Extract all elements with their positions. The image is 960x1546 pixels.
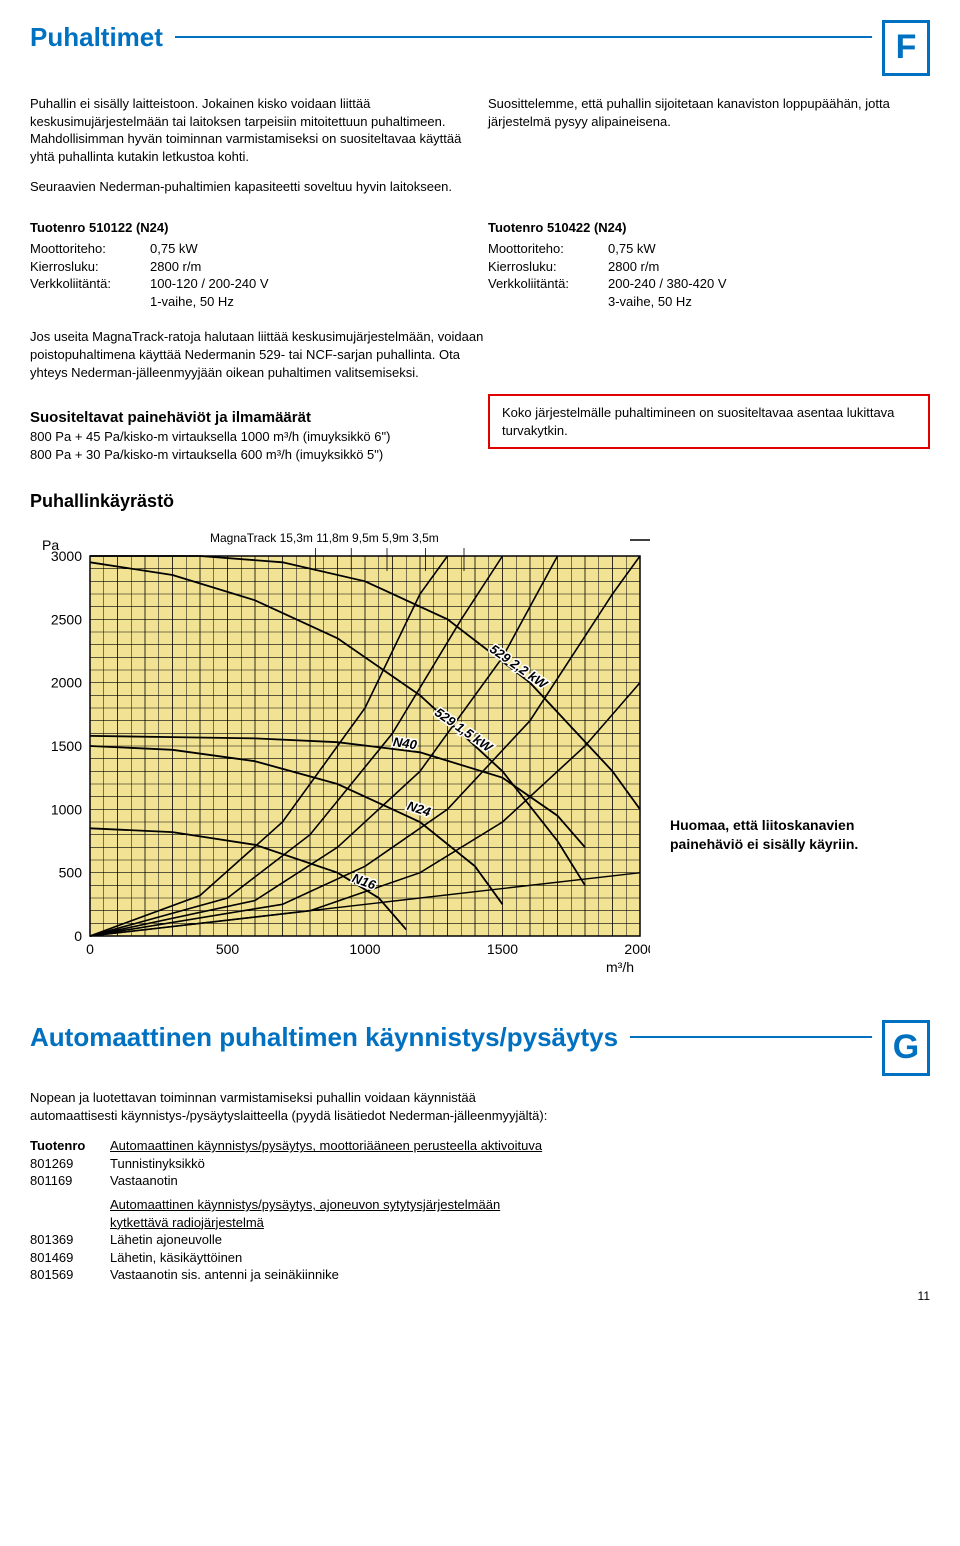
p1-k3: Verkkoliitäntä:	[30, 275, 150, 293]
pn-3-text: Lähetin ajoneuvolle	[110, 1231, 222, 1249]
letter-g: G	[882, 1020, 930, 1076]
warning-box: Koko järjestelmälle puhaltimineen on suo…	[488, 394, 930, 449]
pn-5-text: Vastaanotin sis. antenni ja seinäkiinnik…	[110, 1266, 339, 1284]
svg-text:MagnaTrack 15,3m 11,8m 9,5m 5,: MagnaTrack 15,3m 11,8m 9,5m 5,9m 3,5m	[210, 531, 439, 545]
p2-k1: Moottoriteho:	[488, 240, 608, 258]
p1-k1: Moottoriteho:	[30, 240, 150, 258]
svg-text:1500: 1500	[487, 941, 518, 957]
svg-text:500: 500	[216, 941, 240, 957]
p1-v1: 0,75 kW	[150, 240, 198, 258]
intro-para-1: Puhallin ei sisälly laitteistoon. Jokain…	[30, 95, 472, 165]
product-1-title: Tuotenro 510122 (N24)	[30, 219, 472, 237]
fan-chart: 0500100015002000050010001500200025003000…	[30, 516, 650, 986]
svg-text:m³/h: m³/h	[606, 959, 634, 975]
pn-1-text: Tunnistinyksikkö	[110, 1155, 205, 1173]
pressure-row: Suositeltavat painehäviöt ja ilmamäärät …	[30, 394, 930, 463]
pn-3: 801369	[30, 1231, 110, 1249]
p2-v1: 0,75 kW	[608, 240, 656, 258]
p2-k3: Verkkoliitäntä:	[488, 275, 608, 293]
svg-text:0: 0	[74, 928, 82, 944]
svg-text:2000: 2000	[624, 941, 650, 957]
section-g: Automaattinen puhaltimen käynnistys/pysä…	[30, 1020, 930, 1283]
pn-5: 801569	[30, 1266, 110, 1284]
p2-v3a: 200-240 / 380-420 V	[608, 275, 727, 293]
svg-text:2000: 2000	[51, 674, 82, 690]
p1-v3a: 100-120 / 200-240 V	[150, 275, 269, 293]
p1-k2: Kierrosluku:	[30, 258, 150, 276]
svg-text:1500: 1500	[51, 738, 82, 754]
group-header-1: Automaattinen käynnistys/pysäytys, moott…	[110, 1137, 542, 1155]
pn-2-text: Vastaanotin	[110, 1172, 178, 1190]
letter-f: F	[882, 20, 930, 76]
rule-line	[175, 36, 872, 38]
product-specs: Tuotenro 510122 (N24) Moottoriteho:0,75 …	[30, 209, 930, 311]
p1-v3b: 1-vaihe, 50 Hz	[150, 293, 234, 311]
page-number: 11	[30, 1288, 930, 1304]
col-pn-header: Tuotenro	[30, 1137, 110, 1155]
section-f-header: Puhaltimet F	[30, 20, 930, 76]
rule-line-g	[630, 1036, 872, 1038]
p1-v2: 2800 r/m	[150, 258, 201, 276]
middle-para: Jos useita MagnaTrack-ratoja halutaan li…	[30, 328, 490, 381]
intro-para-3: Suosittelemme, että puhallin sijoitetaan…	[488, 95, 930, 130]
svg-text:1000: 1000	[51, 801, 82, 817]
section-g-intro: Nopean ja luotettavan toiminnan varmista…	[30, 1089, 550, 1124]
product-2: Tuotenro 510422 (N24) Moottoriteho:0,75 …	[488, 219, 930, 311]
product-2-title: Tuotenro 510422 (N24)	[488, 219, 930, 237]
section-g-header: Automaattinen puhaltimen käynnistys/pysä…	[30, 1020, 930, 1076]
p2-v2: 2800 r/m	[608, 258, 659, 276]
chart-svg-wrap: 0500100015002000050010001500200025003000…	[30, 516, 650, 991]
svg-text:Pa: Pa	[42, 537, 59, 553]
pressure-subhead: Suositeltavat painehäviöt ja ilmamäärät	[30, 408, 472, 428]
svg-text:500: 500	[59, 864, 83, 880]
section-g-title: Automaattinen puhaltimen käynnistys/pysä…	[30, 1020, 630, 1055]
product-1: Tuotenro 510122 (N24) Moottoriteho:0,75 …	[30, 219, 472, 311]
svg-text:1000: 1000	[349, 941, 380, 957]
pn-4-text: Lähetin, käsikäyttöinen	[110, 1249, 242, 1267]
pn-2: 801169	[30, 1172, 110, 1190]
intro-columns: Puhallin ei sisälly laitteistoon. Jokain…	[30, 82, 930, 209]
part-number-table: Tuotenro Automaattinen käynnistys/pysäyt…	[30, 1137, 930, 1283]
intro-para-2: Seuraavien Nederman-puhaltimien kapasite…	[30, 178, 472, 196]
pressure-line-1: 800 Pa + 45 Pa/kisko-m virtauksella 1000…	[30, 428, 472, 446]
p2-v3b: 3-vaihe, 50 Hz	[608, 293, 692, 311]
svg-text:0: 0	[86, 941, 94, 957]
svg-text:2500: 2500	[51, 611, 82, 627]
group-header-2a: Automaattinen käynnistys/pysäytys, ajone…	[110, 1196, 500, 1214]
pn-4: 801469	[30, 1249, 110, 1267]
p2-k2: Kierrosluku:	[488, 258, 608, 276]
chart-section: Puhallinkäyrästö 0 500 1000 1500 2000 0 500 100…	[30, 489, 930, 990]
chart-note: Huomaa, että liitoskanavien painehäviö e…	[670, 816, 930, 854]
pressure-line-2: 800 Pa + 30 Pa/kisko-m virtauksella 600 …	[30, 446, 472, 464]
group-header-2b: kytkettävä radiojärjestelmä	[110, 1214, 264, 1232]
chart-title: Puhallinkäyrästö	[30, 489, 930, 513]
pn-1: 801269	[30, 1155, 110, 1173]
section-f-title: Puhaltimet	[30, 20, 175, 55]
